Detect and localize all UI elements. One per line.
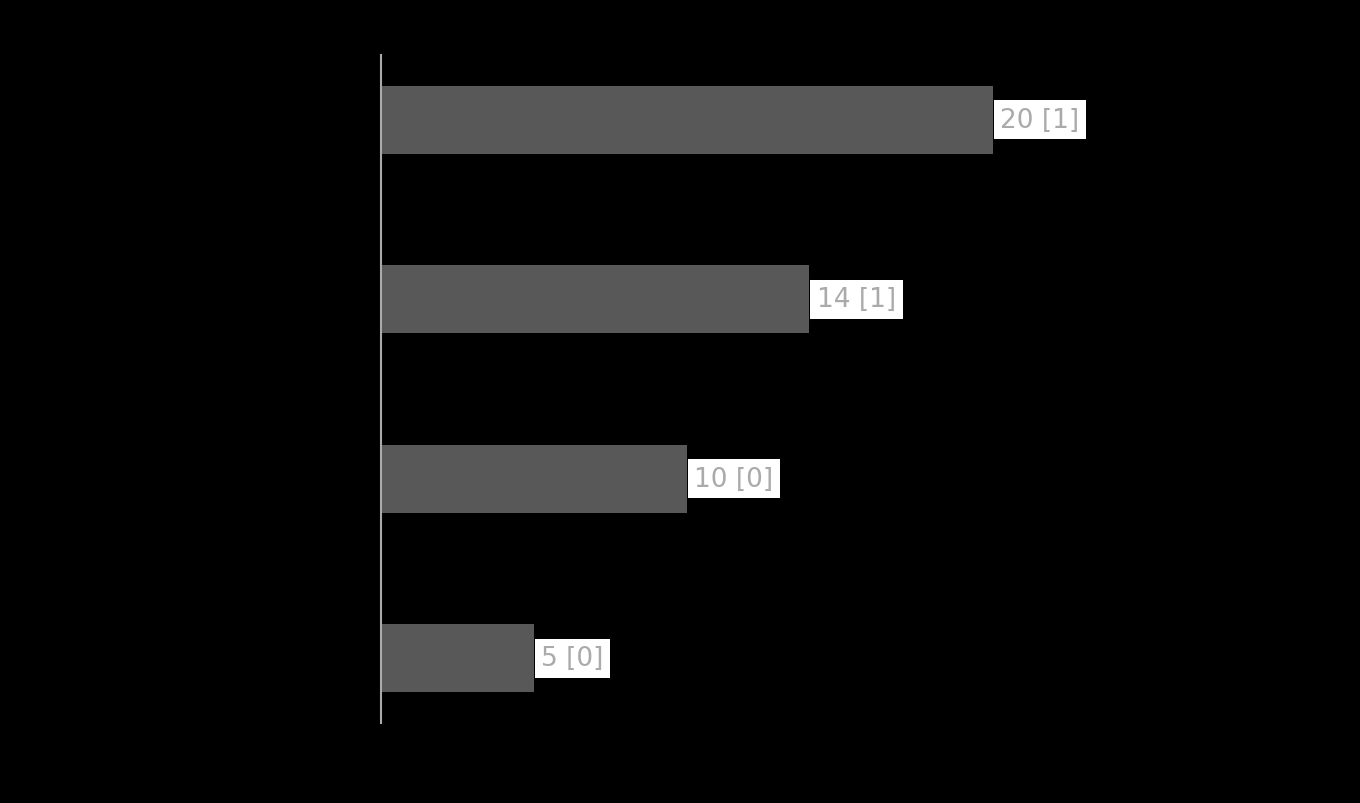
Text: 10 [0]: 10 [0] (695, 466, 774, 492)
Text: 20 [1]: 20 [1] (1001, 108, 1080, 133)
Text: 5 [0]: 5 [0] (541, 646, 604, 671)
Bar (381, 624, 533, 692)
Text: 14 [1]: 14 [1] (817, 287, 896, 313)
Bar (381, 445, 687, 513)
Bar (381, 87, 993, 155)
Bar (381, 266, 809, 334)
